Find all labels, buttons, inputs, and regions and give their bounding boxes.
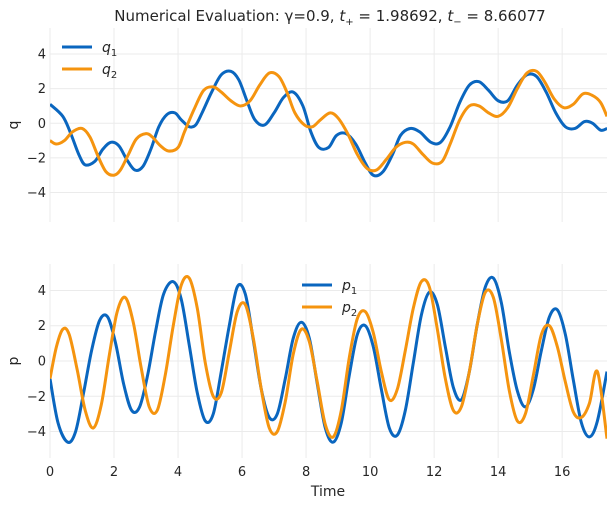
y-tick-label: 2 — [38, 82, 46, 97]
y-tick-label: 2 — [38, 319, 46, 334]
y-axis-label: q — [6, 121, 22, 130]
x-tick-label: 0 — [46, 465, 54, 480]
y-tick-label: 4 — [38, 284, 46, 299]
x-tick-label: 6 — [238, 465, 246, 480]
x-tick-label: 10 — [362, 465, 379, 480]
series-line-q1 — [50, 69, 607, 178]
legend-label: p2 — [341, 300, 357, 319]
legend-label: p1 — [341, 278, 357, 297]
legend-label: q2 — [102, 62, 117, 81]
y-axis-label: p — [6, 356, 22, 365]
x-tick-label: 4 — [174, 465, 182, 480]
series-line-q2 — [50, 68, 607, 177]
series-line-p2 — [50, 274, 607, 439]
legend-label: q1 — [102, 40, 117, 59]
x-tick-label: 8 — [302, 465, 310, 480]
y-tick-label: 4 — [38, 47, 46, 62]
y-tick-label: −2 — [27, 390, 46, 405]
y-tick-label: −4 — [27, 186, 46, 201]
x-axis-label: Time — [310, 484, 345, 500]
y-tick-label: 0 — [38, 355, 46, 370]
y-tick-label: 0 — [38, 117, 46, 132]
y-tick-label: −2 — [27, 151, 46, 166]
x-tick-label: 14 — [490, 465, 507, 480]
x-tick-label: 12 — [426, 465, 443, 480]
series-line-p1 — [50, 275, 607, 444]
chart-title: Numerical Evaluation: γ=0.9, t+ = 1.9869… — [114, 7, 545, 28]
x-tick-label: 2 — [110, 465, 118, 480]
x-tick-label: 16 — [554, 465, 571, 480]
y-tick-label: −4 — [27, 425, 46, 440]
